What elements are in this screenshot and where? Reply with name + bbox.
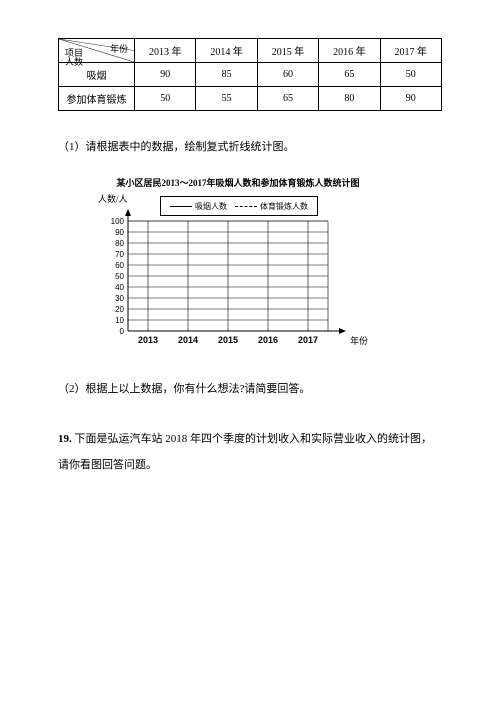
chart-grid: 0 10 20 30 40 50 60 70 80 90 100 2013 2014 2015 2016 20…: [98, 207, 378, 357]
cell: 60: [257, 63, 318, 87]
legend-label: 体育锻炼人数: [260, 201, 308, 212]
table-row: 参加体育锻炼 50 55 65 80 90: [59, 87, 442, 111]
question-2: （2）根据上以上数据，你有什么想法?请简要回答。: [58, 379, 442, 400]
dashed-line-icon: [235, 206, 257, 207]
svg-text:0: 0: [120, 327, 125, 336]
q19-text: 下面是弘运汽车站 2018 年四个季度的计划收入和实际营业收入的统计图，: [72, 433, 432, 445]
chart-title: 某小区居民2013～2017年吸烟人数和参加体育锻炼人数统计图: [108, 176, 368, 189]
table-row: 吸烟 90 85 60 65 50: [59, 63, 442, 87]
year-col: 2014 年: [196, 39, 257, 63]
cell: 50: [380, 63, 441, 87]
cell: 90: [135, 63, 196, 87]
cell: 85: [196, 63, 257, 87]
svg-text:60: 60: [115, 261, 124, 270]
cell: 65: [257, 87, 318, 111]
svg-text:10: 10: [115, 316, 124, 325]
svg-text:90: 90: [115, 228, 124, 237]
chart-legend: 吸烟人数 体育锻炼人数: [160, 196, 318, 216]
q19-text2: 请你看图回答问题。: [58, 459, 157, 471]
svg-text:50: 50: [115, 272, 124, 281]
svg-text:70: 70: [115, 250, 124, 259]
legend-label: 吸烟人数: [195, 201, 227, 212]
chart-container: 某小区居民2013～2017年吸烟人数和参加体育锻炼人数统计图 人数/人 吸烟人…: [98, 176, 442, 357]
question-19: 19. 下面是弘运汽车站 2018 年四个季度的计划收入和实际营业收入的统计图，…: [58, 426, 442, 479]
svg-text:30: 30: [115, 294, 124, 303]
legend-item: 吸烟人数: [170, 201, 227, 212]
svg-text:2014: 2014: [178, 335, 198, 345]
data-table: 年份 人数 项目 2013 年 2014 年 2015 年 2016 年 201…: [58, 38, 442, 111]
cell: 55: [196, 87, 257, 111]
question-1: （1）请根据表中的数据，绘制复式折线统计图。: [58, 137, 442, 158]
year-col: 2015 年: [257, 39, 318, 63]
cell: 65: [319, 63, 380, 87]
diag-header-cell: 年份 人数 项目: [59, 39, 135, 63]
legend-item: 体育锻炼人数: [235, 201, 308, 212]
svg-text:80: 80: [115, 239, 124, 248]
svg-text:2016: 2016: [258, 335, 278, 345]
svg-text:2017: 2017: [298, 335, 318, 345]
diag-year-label: 年份: [110, 42, 128, 55]
x-axis-label: 年份: [350, 334, 368, 347]
svg-text:40: 40: [115, 283, 124, 292]
year-col: 2016 年: [319, 39, 380, 63]
question-number: 19.: [58, 433, 72, 445]
solid-line-icon: [170, 206, 192, 207]
year-col: 2013 年: [135, 39, 196, 63]
svg-text:100: 100: [111, 217, 125, 226]
cell: 90: [380, 87, 441, 111]
svg-text:20: 20: [115, 305, 124, 314]
diag-item-label: 项目: [65, 46, 83, 59]
svg-text:2015: 2015: [218, 335, 238, 345]
cell: 80: [319, 87, 380, 111]
svg-text:2013: 2013: [138, 335, 158, 345]
row-label: 参加体育锻炼: [59, 87, 135, 111]
cell: 50: [135, 87, 196, 111]
year-col: 2017 年: [380, 39, 441, 63]
